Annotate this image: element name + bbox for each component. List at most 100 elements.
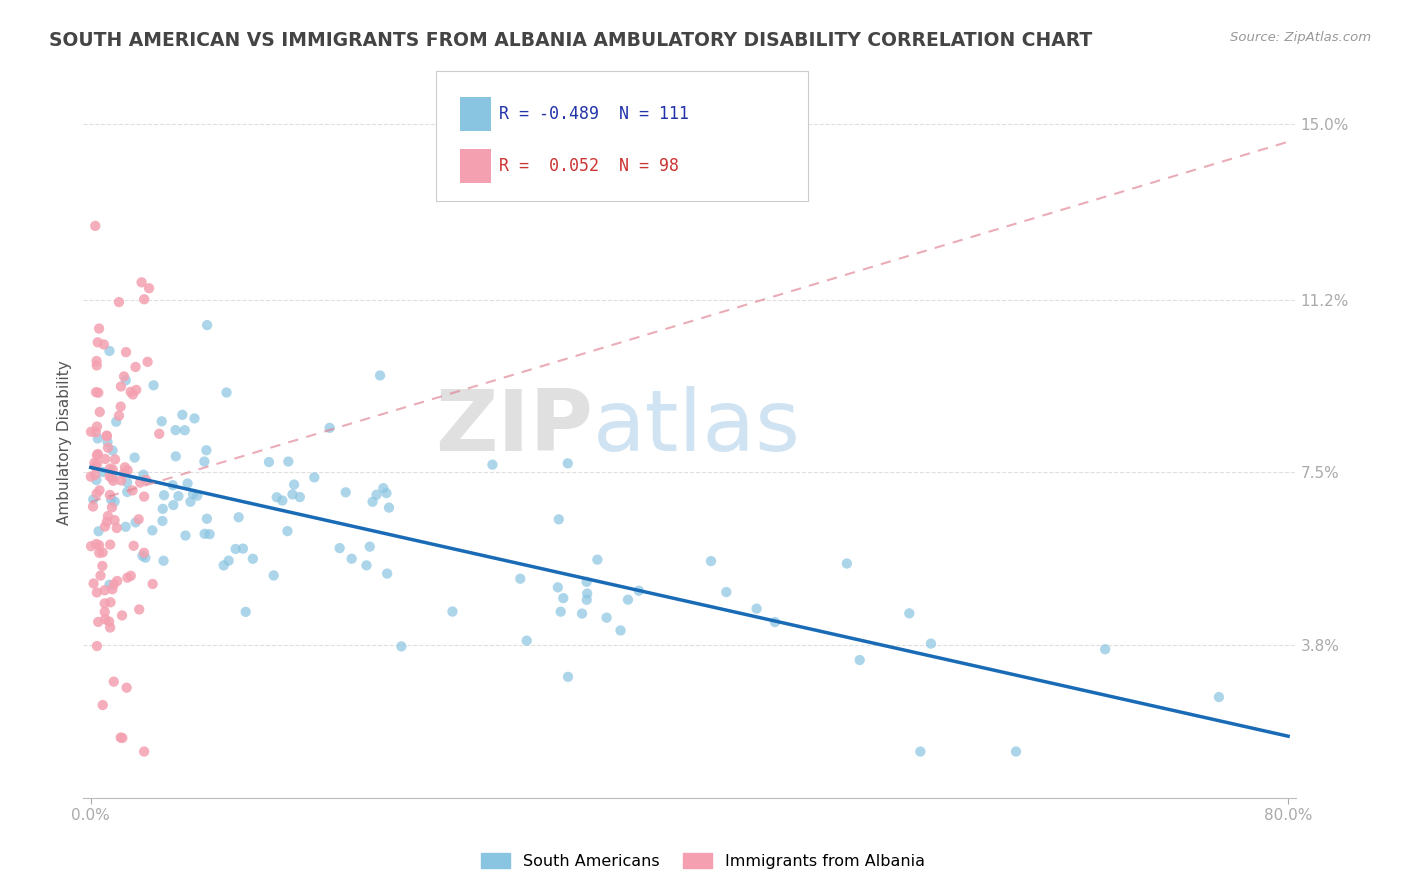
Point bbox=[82, 492, 104, 507]
Point bbox=[173, 423, 195, 437]
Point bbox=[361, 494, 384, 508]
Point bbox=[103, 674, 125, 689]
Point bbox=[96, 428, 118, 442]
Point bbox=[120, 568, 142, 582]
Point bbox=[304, 470, 326, 484]
Point bbox=[84, 467, 107, 482]
Point bbox=[595, 610, 617, 624]
Point bbox=[84, 385, 107, 400]
Point bbox=[108, 409, 131, 423]
Point bbox=[124, 516, 146, 530]
Point bbox=[86, 359, 108, 373]
Point bbox=[110, 731, 132, 745]
Point bbox=[101, 582, 124, 597]
Point bbox=[835, 557, 858, 571]
Point bbox=[195, 318, 218, 332]
Point bbox=[179, 495, 201, 509]
Point bbox=[172, 408, 194, 422]
Point bbox=[318, 421, 340, 435]
Point bbox=[105, 574, 128, 588]
Point bbox=[162, 498, 184, 512]
Point bbox=[176, 476, 198, 491]
Point bbox=[373, 481, 395, 495]
Point bbox=[97, 509, 120, 524]
Point bbox=[91, 698, 114, 712]
Point bbox=[86, 585, 108, 599]
Point bbox=[910, 745, 932, 759]
Point bbox=[98, 469, 121, 483]
Point bbox=[80, 539, 103, 553]
Point bbox=[115, 345, 138, 359]
Point bbox=[277, 454, 299, 468]
Point bbox=[257, 455, 280, 469]
Point bbox=[93, 337, 115, 351]
Point bbox=[104, 513, 127, 527]
Point bbox=[716, 585, 738, 599]
Point bbox=[700, 554, 723, 568]
Point bbox=[441, 605, 464, 619]
Point bbox=[121, 387, 143, 401]
Point bbox=[114, 373, 136, 387]
Point bbox=[86, 473, 108, 487]
Point bbox=[103, 577, 125, 591]
Point bbox=[576, 586, 599, 600]
Point bbox=[89, 405, 111, 419]
Point bbox=[87, 321, 110, 335]
Point bbox=[104, 494, 127, 508]
Point bbox=[228, 510, 250, 524]
Point bbox=[165, 450, 187, 464]
Point bbox=[80, 469, 103, 483]
Point bbox=[509, 572, 531, 586]
Point bbox=[89, 568, 111, 582]
Point bbox=[186, 489, 208, 503]
Point bbox=[111, 608, 134, 623]
Point bbox=[110, 379, 132, 393]
Point bbox=[98, 578, 121, 592]
Point bbox=[152, 514, 174, 528]
Point bbox=[235, 605, 257, 619]
Point bbox=[215, 385, 238, 400]
Point bbox=[181, 487, 204, 501]
Point bbox=[368, 368, 391, 383]
Point bbox=[134, 745, 156, 759]
Point bbox=[94, 452, 117, 467]
Point bbox=[84, 219, 107, 233]
Point bbox=[121, 483, 143, 498]
Point bbox=[86, 457, 108, 471]
Text: R =  0.052  N = 98: R = 0.052 N = 98 bbox=[499, 157, 679, 175]
Point bbox=[212, 558, 235, 573]
Point bbox=[86, 419, 108, 434]
Point bbox=[134, 490, 156, 504]
Point bbox=[550, 605, 572, 619]
Point bbox=[232, 541, 254, 556]
Point bbox=[98, 343, 121, 358]
Point bbox=[481, 458, 503, 472]
Point bbox=[110, 400, 132, 414]
Point bbox=[117, 463, 139, 477]
Point bbox=[266, 490, 288, 504]
Point bbox=[117, 475, 139, 490]
Point bbox=[138, 281, 160, 295]
Point bbox=[335, 485, 357, 500]
Point bbox=[101, 443, 124, 458]
Point bbox=[763, 615, 786, 629]
Point bbox=[571, 607, 593, 621]
Point bbox=[586, 552, 609, 566]
Point bbox=[165, 423, 187, 437]
Point bbox=[132, 467, 155, 482]
Point bbox=[98, 615, 121, 629]
Point bbox=[108, 295, 131, 310]
Point bbox=[557, 670, 579, 684]
Point bbox=[225, 541, 247, 556]
Point bbox=[86, 448, 108, 462]
Text: Source: ZipAtlas.com: Source: ZipAtlas.com bbox=[1230, 31, 1371, 45]
Point bbox=[91, 465, 114, 479]
Point bbox=[848, 653, 870, 667]
Point bbox=[104, 452, 127, 467]
Point bbox=[98, 538, 121, 552]
Point bbox=[557, 456, 579, 470]
Point bbox=[98, 461, 121, 475]
Point bbox=[87, 385, 110, 400]
Point bbox=[745, 601, 768, 615]
Point bbox=[86, 354, 108, 368]
